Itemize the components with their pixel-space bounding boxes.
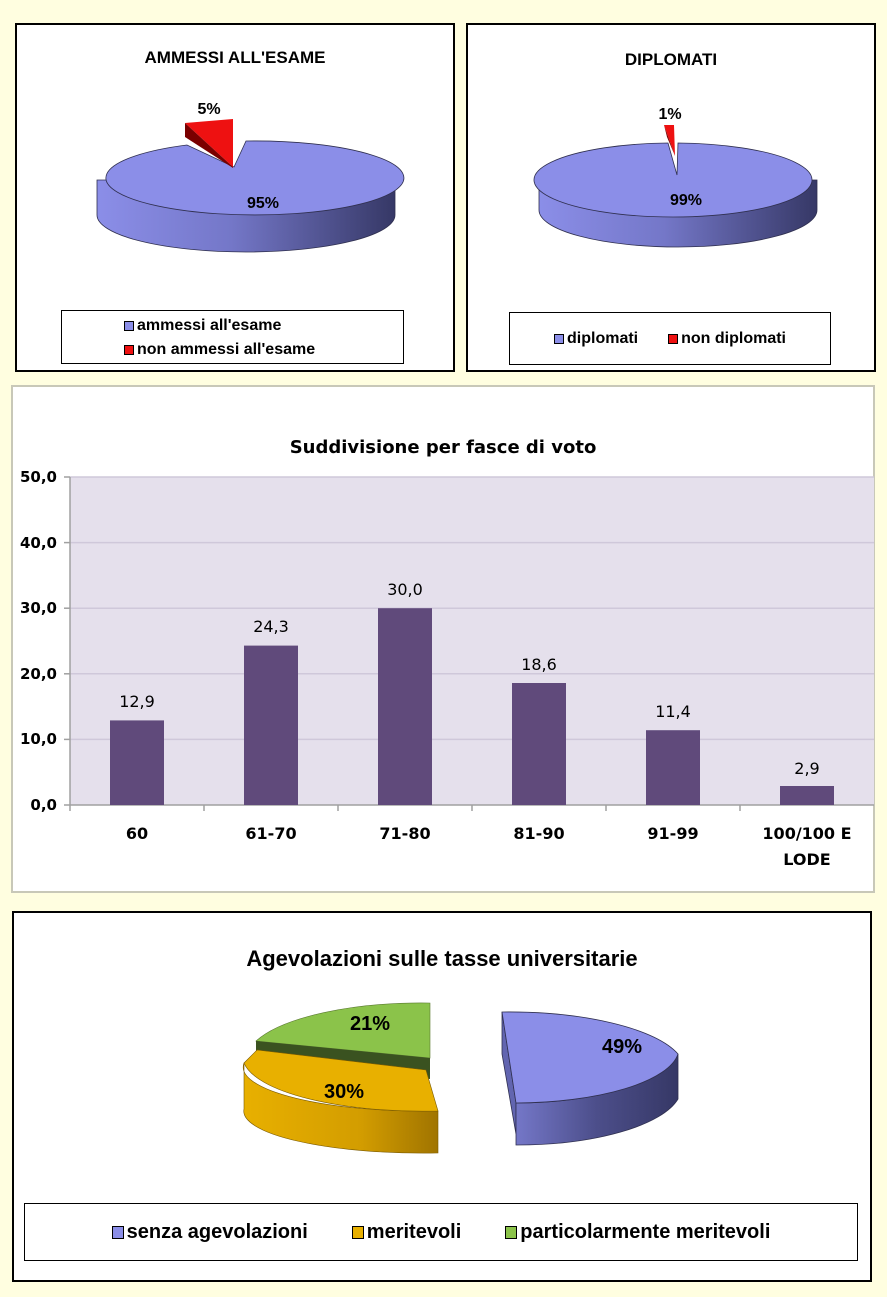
value-label-100-lode: 2,9 [794, 759, 819, 778]
y-tick-10: 10,0 [20, 730, 57, 748]
chart-diplomati-panel: DIPLOMATI 99% 1% diplomati non diplomati [466, 23, 876, 372]
chart-fasce-voto-panel: Suddivisione per fasce di voto [11, 385, 875, 893]
value-label-60: 12,9 [119, 692, 155, 711]
bar-61-70 [244, 645, 298, 805]
chart-ammessi-title: AMMESSI ALL'ESAME [144, 48, 326, 67]
value-label-91-99: 11,4 [655, 702, 691, 721]
x-label-60: 60 [125, 824, 149, 843]
legend-swatch-green-icon [505, 1225, 518, 1239]
x-label-61-70: 61-70 [245, 824, 297, 843]
chart-fasce-voto-title: Suddivisione per fasce di voto [289, 437, 597, 458]
value-label-71-80: 30,0 [387, 580, 423, 599]
legend-item-particolarmente-meritevoli: particolarmente meritevoli [505, 1221, 770, 1244]
x-label-71-80: 71-80 [379, 824, 431, 843]
x-label-91-99: 91-99 [647, 824, 699, 843]
legend-item-ammessi: ammessi all'esame [124, 314, 403, 338]
legend-item-meritevoli: meritevoli [351, 1221, 461, 1244]
y-tick-0: 0,0 [30, 796, 57, 814]
x-label-81-90: 81-90 [513, 824, 565, 843]
legend-swatch-blue-icon [554, 333, 564, 344]
y-tick-30: 30,0 [20, 599, 57, 617]
legend-swatch-red-icon [668, 333, 679, 344]
chart-agevolazioni-title: Agevolazioni sulle tasse universitarie [246, 946, 638, 971]
label-95: 95% [247, 195, 279, 212]
legend-swatch-blue-icon [111, 1225, 124, 1239]
chart-agevolazioni-legend: senza agevolazioni meritevoli particolar… [24, 1203, 858, 1261]
chart-diplomati-title: DIPLOMATI [624, 50, 718, 69]
x-label-100-lode: 100/100 E LODE [762, 824, 852, 869]
legend-item-senza-agevolazioni: senza agevolazioni [111, 1221, 308, 1244]
bar-81-90 [512, 683, 566, 805]
label-5: 5% [197, 101, 220, 118]
legend-swatch-blue-icon [124, 321, 134, 331]
bar-71-80 [378, 608, 432, 805]
label-99: 99% [670, 192, 702, 209]
legend-item-non-ammessi: non ammessi all'esame [124, 338, 403, 362]
y-tick-20: 20,0 [20, 665, 57, 683]
pie-ammessi: 95% 5% [96, 101, 405, 253]
pie-agevolazioni: 49% 30% 21% [242, 1002, 679, 1154]
value-label-61-70: 24,3 [253, 617, 289, 636]
y-tick-50: 50,0 [20, 468, 57, 486]
chart-agevolazioni-panel: Agevolazioni sulle tasse universitarie 4… [12, 911, 872, 1282]
label-30: 30% [324, 1081, 364, 1103]
legend-item-non-diplomati: non diplomati [668, 330, 786, 348]
label-49: 49% [602, 1036, 642, 1058]
chart-diplomati-legend: diplomati non diplomati [509, 312, 831, 365]
bar-91-99 [646, 730, 700, 805]
chart-ammessi-panel: AMMESSI ALL'ESAME 95% 5% ammessi all'esa… [15, 23, 455, 372]
chart-ammessi-legend: ammessi all'esame non ammessi all'esame [61, 310, 404, 364]
legend-item-diplomati: diplomati [554, 330, 638, 348]
bar-100-lode [780, 786, 834, 805]
legend-swatch-red-icon [124, 345, 134, 355]
legend-swatch-yellow-icon [351, 1225, 364, 1239]
pie-diplomati: 99% 1% [533, 106, 818, 248]
value-label-81-90: 18,6 [521, 655, 557, 674]
bar-chart-fasce-voto: 50,0 40,0 30,0 20,0 10,0 0,0 12,9 24,3 3… [20, 468, 874, 814]
label-1: 1% [658, 106, 681, 123]
y-tick-40: 40,0 [20, 534, 57, 552]
label-21: 21% [350, 1013, 390, 1035]
bar-60 [110, 720, 164, 805]
